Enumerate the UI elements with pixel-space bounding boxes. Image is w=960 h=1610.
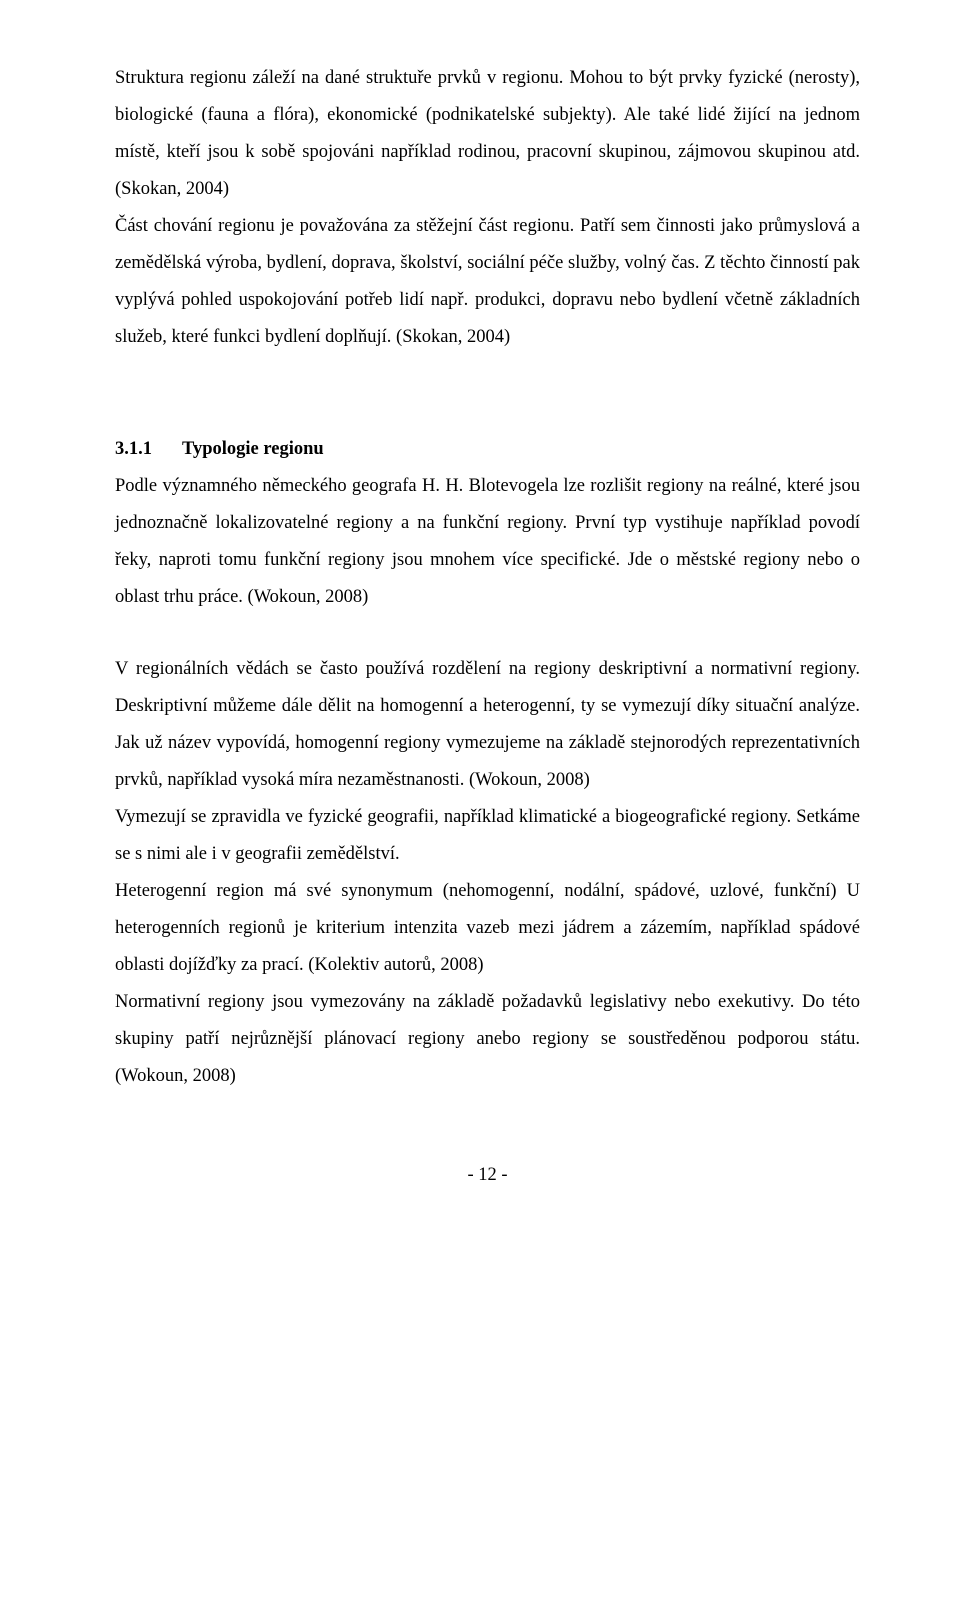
body-paragraph-7: Normativní regiony jsou vymezovány na zá… — [115, 984, 860, 1095]
section-number: 3.1.1 — [115, 431, 152, 468]
body-paragraph-2: Část chování regionu je považována za st… — [115, 208, 860, 356]
page-number: - 12 - — [115, 1165, 860, 1186]
body-paragraph-5: Vymezují se zpravidla ve fyzické geograf… — [115, 799, 860, 873]
body-paragraph-6: Heterogenní region má své synonymum (neh… — [115, 873, 860, 984]
body-paragraph-3: Podle významného německého geografa H. H… — [115, 468, 860, 616]
body-paragraph-4: V regionálních vědách se často používá r… — [115, 651, 860, 799]
section-heading: 3.1.1 Typologie regionu — [115, 431, 860, 468]
section-title: Typologie regionu — [182, 439, 324, 459]
section-spacer — [115, 356, 860, 431]
body-paragraph-1: Struktura regionu záleží na dané struktu… — [115, 60, 860, 208]
paragraph-spacer — [115, 616, 860, 651]
